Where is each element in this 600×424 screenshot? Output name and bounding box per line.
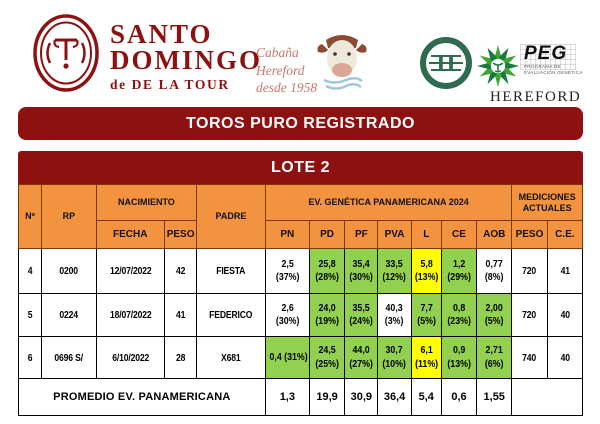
col-header-n: Nº bbox=[17, 184, 43, 249]
promedio-pd: 19,9 bbox=[308, 378, 346, 416]
promedio-aob: 1,55 bbox=[476, 378, 513, 416]
cell-ev-pd: 24,5 (25%) bbox=[308, 336, 346, 379]
promedio-ce: 0,6 bbox=[440, 378, 478, 416]
col-header-pva: PVA bbox=[377, 220, 412, 249]
cell-ev-pva: 30,7 (10%) bbox=[377, 336, 412, 379]
promedio-pf: 30,9 bbox=[344, 378, 379, 416]
table-row: 4 0200 12/07/2022 42 FIESTA 2,5 (37%) 25,… bbox=[17, 248, 584, 294]
table-row: 6 0696 S/ 6/10/2022 28 X681 0,4 (31%) 24… bbox=[17, 336, 584, 379]
cell-fecha: 6/10/2022 bbox=[95, 336, 166, 379]
lot-table: Nº RP NACIMIENTO PADRE EV. GENÉTICA PANA… bbox=[17, 184, 584, 416]
cell-med-peso: 740 bbox=[511, 336, 548, 379]
col-header-med-ce: C.E. bbox=[546, 220, 584, 249]
promedio-row: PROMEDIO EV. PANAMERICANA 1,3 19,9 30,9 … bbox=[18, 378, 583, 416]
cell-med-ce: 41 bbox=[546, 248, 584, 294]
svg-text:H: H bbox=[437, 51, 456, 77]
cell-rp: 0224 bbox=[41, 293, 97, 337]
promedio-empty-cell bbox=[511, 378, 583, 416]
cell-fecha: 12/07/2022 bbox=[95, 248, 166, 294]
cell-ev-pd: 24,0 (19%) bbox=[308, 293, 346, 337]
cell-padre: FEDERICO bbox=[196, 293, 266, 337]
col-header-pd: PD bbox=[308, 220, 346, 249]
cell-ev-pva: 33,5 (12%) bbox=[377, 248, 412, 294]
peg-subtitle-2: EVALUACIÓN GENÉTICA bbox=[524, 70, 583, 76]
brand-line1: SANTO bbox=[110, 19, 213, 49]
col-header-mediciones: MEDICIONES ACTUALES bbox=[511, 184, 583, 221]
col-header-padre: PADRE bbox=[196, 184, 266, 249]
cell-ev-pd: 25,8 (28%) bbox=[308, 248, 346, 294]
cell-n: 4 bbox=[17, 248, 43, 294]
col-header-med-peso: PESO bbox=[511, 220, 548, 249]
brand-line3: de DE LA TOUR bbox=[110, 76, 230, 92]
col-header-pf: PF bbox=[344, 220, 379, 249]
cell-fecha: 18/07/2022 bbox=[95, 293, 166, 337]
cell-ev-pf: 35,5 (24%) bbox=[344, 293, 379, 337]
cell-peso-nac: 42 bbox=[163, 248, 198, 294]
peg-subtitle-1: PROGRAMA DE bbox=[524, 64, 561, 69]
peg-title: PEG bbox=[524, 43, 568, 64]
cell-ev-aob: 0,77 (8%) bbox=[476, 248, 513, 294]
col-header-rp: RP bbox=[41, 184, 97, 249]
tagline-line3: desde 1958 bbox=[256, 80, 318, 96]
table-row: 5 0224 18/07/2022 41 FEDERICO 2,6 (30%) 2… bbox=[17, 293, 584, 337]
cell-n: 6 bbox=[17, 336, 43, 379]
mediciones-line2: ACTUALES bbox=[522, 202, 572, 213]
brand-name: SANTO DOMINGO de DE LA TOUR bbox=[110, 19, 262, 93]
cell-rp: 0696 S/ bbox=[41, 336, 97, 379]
cell-ev-aob: 2,71 (6%) bbox=[476, 336, 513, 379]
cell-ev-ce: 1,2 (29%) bbox=[440, 248, 478, 294]
cell-peso-nac: 41 bbox=[163, 293, 198, 337]
cabana-tagline: Cabaña Hereford desde 1958 bbox=[256, 44, 317, 97]
lot-banner: LOTE 2 bbox=[18, 151, 583, 184]
promedio-l: 5,4 bbox=[410, 378, 442, 416]
cell-ev-pn: 0,4 (31%) bbox=[264, 336, 310, 379]
cell-ev-aob: 2,00 (5%) bbox=[476, 293, 513, 337]
cell-ev-pf: 44,0 (27%) bbox=[344, 336, 379, 379]
cell-ev-l: 5,8 (13%) bbox=[410, 248, 442, 294]
promedio-pva: 36,4 bbox=[377, 378, 412, 416]
col-header-nacimiento: NACIMIENTO bbox=[95, 184, 198, 221]
peg-logo: PEG PROGRAMA DE EVALUACIÓN GENÉTICA HERE… bbox=[476, 44, 594, 106]
col-header-ce: CE bbox=[440, 220, 478, 249]
tagline-line1: Cabaña bbox=[256, 45, 299, 60]
cell-padre: FIESTA bbox=[196, 248, 266, 294]
hereford-association-logo-icon: H bbox=[420, 37, 472, 89]
peg-hereford-label: HEREFORD bbox=[490, 89, 582, 105]
cell-n: 5 bbox=[17, 293, 43, 337]
col-header-ev-group: EV. GENÉTICA PANAMERICANA 2024 bbox=[264, 184, 513, 221]
cell-peso-nac: 28 bbox=[163, 336, 198, 379]
mediciones-line1: MEDICIONES bbox=[518, 192, 576, 203]
cell-med-peso: 720 bbox=[511, 248, 548, 294]
cell-ev-pva: 40,3 (3%) bbox=[377, 293, 412, 337]
santo-domingo-emblem-icon bbox=[33, 14, 99, 92]
promedio-label: PROMEDIO EV. PANAMERICANA bbox=[18, 378, 266, 416]
title-banner: TOROS PURO REGISTRADO bbox=[18, 107, 583, 140]
cell-med-ce: 40 bbox=[546, 336, 584, 379]
cell-ev-l: 6,1 (11%) bbox=[410, 336, 442, 379]
promedio-pn: 1,3 bbox=[264, 378, 310, 416]
cell-med-ce: 40 bbox=[546, 293, 584, 337]
cell-rp: 0200 bbox=[41, 248, 97, 294]
cell-ev-ce: 0,8 (23%) bbox=[440, 293, 478, 337]
cell-ev-l: 7,7 (5%) bbox=[410, 293, 442, 337]
cell-ev-pn: 2,5 (37%) bbox=[264, 248, 310, 294]
peg-sunburst-icon bbox=[476, 44, 520, 88]
cell-ev-pf: 35,4 (30%) bbox=[344, 248, 379, 294]
col-header-pn: PN bbox=[264, 220, 310, 249]
cell-ev-pn: 2,6 (30%) bbox=[264, 293, 310, 337]
col-header-peso-nac: PESO bbox=[163, 220, 198, 249]
col-header-l: L bbox=[410, 220, 442, 249]
col-header-aob: AOB bbox=[476, 220, 513, 249]
cell-ev-ce: 0,9 (13%) bbox=[440, 336, 478, 379]
brand-line2: DOMINGO bbox=[110, 45, 262, 76]
col-header-fecha: FECHA bbox=[95, 220, 166, 249]
cell-med-peso: 720 bbox=[511, 293, 548, 337]
hereford-cow-icon bbox=[317, 35, 367, 90]
cell-padre: X681 bbox=[196, 336, 266, 379]
tagline-line2: Hereford bbox=[256, 62, 305, 78]
